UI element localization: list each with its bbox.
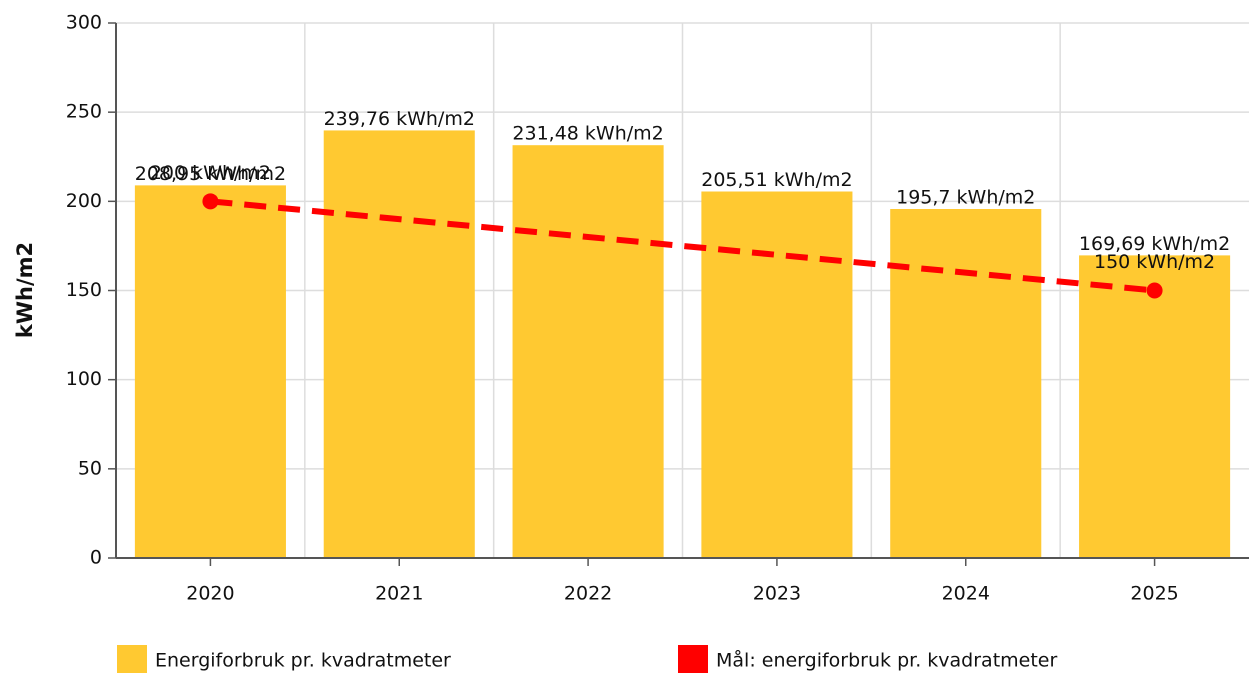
y-tick-label: 50 [78, 457, 102, 479]
bar [1079, 255, 1231, 558]
target-point [202, 193, 219, 210]
data-label: 195,7 kWh/m2 [896, 187, 1035, 209]
legend-swatch [117, 645, 147, 673]
target-line [210, 198, 1155, 294]
data-label: 169,69 kWh/m2 [1079, 233, 1230, 255]
bar [323, 130, 475, 559]
data-label: 205,51 kWh/m2 [701, 169, 852, 191]
target-point [1146, 282, 1163, 299]
y-tick-label: 200 [66, 190, 102, 212]
data-label: 200 kWh/m2 [150, 162, 271, 184]
bar [890, 209, 1042, 559]
data-label: 239,76 kWh/m2 [324, 108, 475, 130]
legend-label: Mål: energiforbruk pr. kvadratmeter [716, 649, 1057, 672]
bar [134, 185, 286, 558]
x-tick-label: 2020 [186, 583, 234, 605]
data-label: 231,48 kWh/m2 [512, 123, 663, 145]
x-tick-label: 2025 [1130, 583, 1178, 605]
legend-swatch [678, 645, 708, 673]
bar [701, 191, 853, 558]
data-label: 208,95 kWh/m2 [135, 163, 286, 185]
legend-label: Energiforbruk pr. kvadratmeter [155, 650, 451, 672]
x-tick-label: 2023 [753, 583, 801, 605]
data-label: 150 kWh/m2 [1094, 251, 1215, 273]
y-axis-label: kWh/m2 [13, 242, 37, 338]
y-tick-label: 100 [66, 368, 102, 390]
x-tick-label: 2022 [564, 583, 612, 605]
y-tick-label: 0 [90, 547, 102, 569]
bar [512, 145, 664, 558]
y-tick-label: 250 [66, 101, 102, 123]
y-tick-label: 150 [66, 279, 102, 301]
y-tick-label: 300 [66, 12, 102, 34]
x-tick-label: 2024 [942, 583, 990, 605]
x-tick-label: 2021 [375, 583, 423, 605]
